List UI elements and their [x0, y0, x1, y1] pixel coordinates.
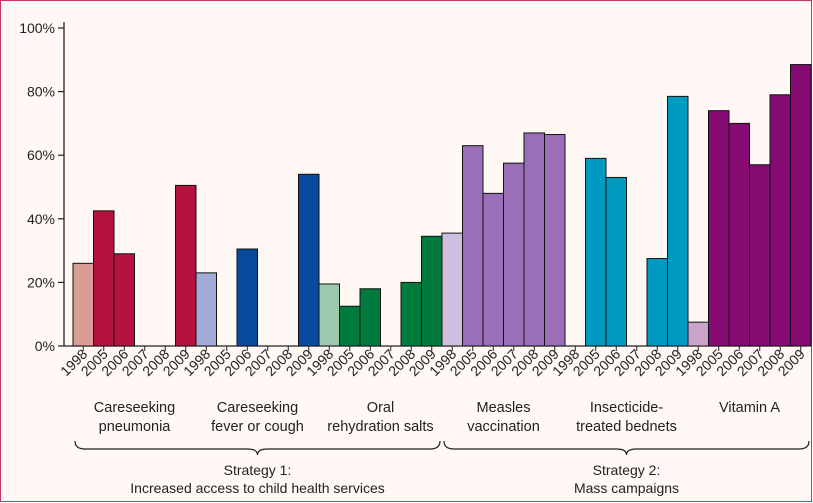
- bar: [503, 162, 525, 347]
- bar: [236, 248, 258, 347]
- bar: [749, 164, 771, 347]
- y-tick-label: 60%: [27, 147, 55, 163]
- strategy-label: Mass campaigns: [574, 480, 679, 496]
- group-label: treated bednets: [576, 419, 677, 435]
- bar: [339, 305, 361, 347]
- bar: [646, 258, 668, 347]
- bar: [544, 134, 566, 347]
- strategy-brace: [443, 440, 810, 456]
- bar: [93, 210, 115, 347]
- group-label: fever or cough: [211, 419, 304, 435]
- y-tick-label: 0%: [35, 338, 55, 354]
- bar: [298, 173, 320, 347]
- bar: [359, 288, 381, 347]
- bar: [175, 184, 197, 347]
- bar: [728, 122, 750, 347]
- bar: [421, 235, 443, 347]
- group-label: pneumonia: [99, 419, 172, 435]
- bar: [667, 95, 689, 347]
- strategy-label: Increased access to child health service…: [130, 480, 384, 496]
- bar: [441, 232, 463, 347]
- bar: [462, 145, 484, 347]
- bar: [708, 110, 730, 347]
- bar: [790, 64, 812, 347]
- group-label: Insecticide-: [590, 400, 664, 416]
- group-label: rehydration salts: [327, 419, 433, 435]
- y-tick-label: 80%: [27, 84, 55, 100]
- group-label: Vitamin A: [719, 400, 780, 416]
- bar: [72, 262, 94, 347]
- group-label: Measles: [477, 400, 531, 416]
- bar: [113, 253, 135, 347]
- group-label: Careseeking: [94, 400, 175, 416]
- y-tick-label: 40%: [27, 211, 55, 227]
- group-label: Oral: [367, 400, 394, 416]
- bar: [482, 192, 504, 347]
- strategy-label: Strategy 1:: [224, 462, 292, 478]
- bar: [605, 176, 627, 347]
- y-tick-label: 20%: [27, 274, 55, 290]
- bar: [195, 272, 217, 347]
- bar: [687, 321, 709, 347]
- group-label: Careseeking: [217, 400, 298, 416]
- y-tick-label: 100%: [19, 20, 55, 36]
- bar: [400, 281, 422, 347]
- bar: [585, 157, 607, 347]
- bar: [769, 94, 791, 347]
- strategy-brace: [74, 440, 441, 456]
- bar: [318, 283, 340, 347]
- strategy-label: Strategy 2:: [593, 462, 661, 478]
- group-label: vaccination: [467, 419, 540, 435]
- bar: [523, 132, 545, 347]
